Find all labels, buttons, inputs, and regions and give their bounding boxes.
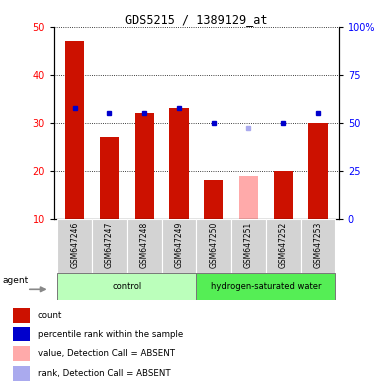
Bar [65,41,84,219]
Text: agent: agent [3,276,29,285]
Text: rank, Detection Call = ABSENT: rank, Detection Call = ABSENT [38,369,171,378]
Text: GSM647251: GSM647251 [244,222,253,268]
Text: count: count [38,311,62,320]
Title: GDS5215 / 1389129_at: GDS5215 / 1389129_at [125,13,268,26]
Bar [274,171,293,219]
Bar [57,273,196,300]
Bar [196,273,335,300]
Text: GSM647246: GSM647246 [70,222,79,268]
Text: GSM647253: GSM647253 [313,222,323,268]
Bar [162,219,196,273]
Bar [13,346,30,361]
Bar [169,108,189,219]
Bar [266,219,301,273]
Text: GSM647250: GSM647250 [209,222,218,268]
Bar [127,219,162,273]
Text: control: control [112,281,141,291]
Text: GSM647252: GSM647252 [279,222,288,268]
Bar [301,219,335,273]
Bar [92,219,127,273]
Bar [204,180,223,219]
Text: GSM647247: GSM647247 [105,222,114,268]
Bar [13,366,30,381]
Text: GSM647249: GSM647249 [174,222,184,268]
Bar [135,113,154,219]
Bar [231,219,266,273]
Bar [57,219,92,273]
Text: GSM647248: GSM647248 [140,222,149,268]
Bar [196,219,231,273]
Text: hydrogen-saturated water: hydrogen-saturated water [211,281,321,291]
Text: value, Detection Call = ABSENT: value, Detection Call = ABSENT [38,349,175,358]
Bar [13,327,30,341]
Text: percentile rank within the sample: percentile rank within the sample [38,329,183,339]
Bar [308,123,328,219]
Bar [13,308,30,323]
Bar [100,137,119,219]
Bar [239,176,258,219]
